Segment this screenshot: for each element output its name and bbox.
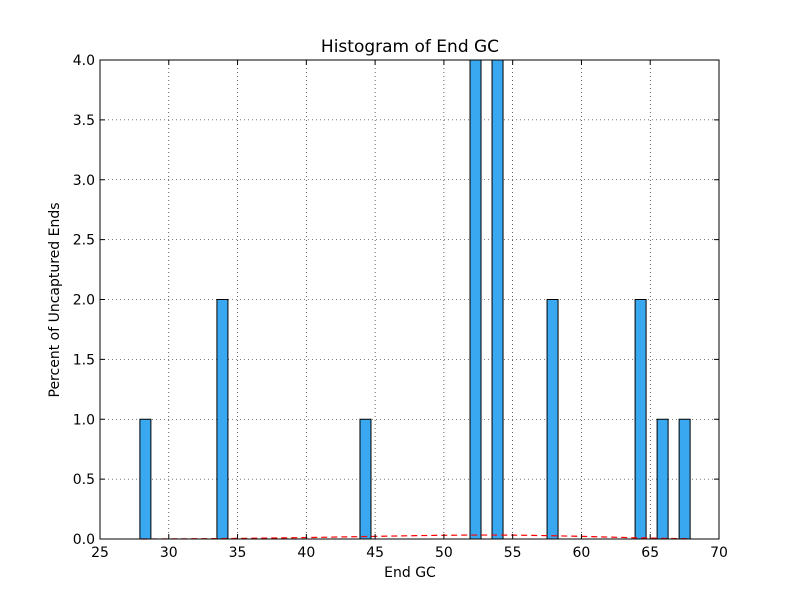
x-tick-label: 30 [160, 545, 178, 561]
y-tick-label: 4.0 [73, 53, 95, 69]
x-tick-label: 55 [504, 545, 522, 561]
histogram-bar [491, 59, 504, 540]
y-tick-label: 3.5 [73, 113, 95, 129]
x-tick-label: 45 [366, 545, 384, 561]
x-tick-label: 70 [710, 545, 728, 561]
x-tick-label: 35 [229, 545, 247, 561]
y-tick-label: 3.0 [73, 173, 95, 189]
histogram-bar [634, 299, 647, 540]
histogram-bar [216, 299, 229, 540]
histogram-bar [678, 418, 691, 540]
y-axis-label: Percent of Uncaptured Ends [47, 202, 63, 397]
y-tick-label: 2.0 [73, 293, 95, 309]
y-tick-label: 1.5 [73, 352, 95, 368]
histogram-bar [139, 418, 152, 540]
y-tick-label: 0.0 [73, 532, 95, 548]
x-tick-label: 40 [297, 545, 315, 561]
chart-title: Histogram of End GC [321, 37, 499, 57]
histogram-bar [359, 418, 372, 540]
fit-curve-line [141, 534, 692, 540]
fit-curve [141, 534, 692, 540]
x-axis-label: End GC [384, 565, 436, 581]
y-tick-label: 1.0 [73, 412, 95, 428]
x-tick-label: 25 [91, 545, 109, 561]
x-tick-label: 65 [641, 545, 659, 561]
histogram-bar [656, 418, 669, 540]
y-tick-label: 0.5 [73, 472, 95, 488]
axis-ticks: 25 30 35 40 45 50 55 60 65 70 0.0 0.5 1.0 1.5 2.0 2.5 3.… [73, 53, 728, 561]
x-tick-label: 60 [573, 545, 591, 561]
histogram-bar [546, 299, 559, 540]
y-tick-label: 2.5 [73, 233, 95, 249]
histogram-bar [469, 59, 482, 540]
x-tick-label: 50 [435, 545, 453, 561]
